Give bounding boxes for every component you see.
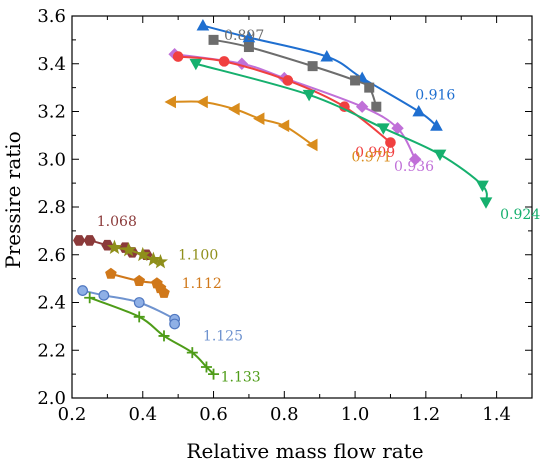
data-point	[158, 286, 170, 298]
data-point	[186, 347, 198, 359]
x-tick-label: 0.2	[58, 404, 87, 425]
data-point	[377, 123, 390, 135]
data-point	[164, 95, 176, 109]
y-tick-label: 2.4	[37, 293, 66, 314]
data-point	[121, 242, 137, 257]
series-label: 0.971	[352, 150, 392, 166]
data-point	[145, 251, 161, 266]
series-label: 1.125	[203, 329, 243, 345]
y-tick-label: 3.0	[37, 149, 66, 170]
plot-frame	[71, 15, 533, 399]
data-point	[412, 104, 426, 117]
data-point	[208, 368, 220, 380]
series-0-924	[189, 58, 493, 209]
data-point	[172, 51, 184, 62]
data-point	[208, 34, 219, 45]
data-point	[228, 102, 240, 116]
series-line	[195, 62, 488, 203]
series-0-897	[208, 34, 382, 112]
series-label: 1.100	[178, 248, 218, 264]
data-point	[385, 137, 396, 148]
data-point	[83, 235, 96, 246]
series-1-112	[105, 267, 170, 298]
x-tick-label: 1.4	[482, 404, 511, 425]
y-tick-label: 2.8	[37, 197, 66, 218]
x-tick-label: 1.2	[412, 404, 441, 425]
data-point	[350, 75, 361, 86]
series-label: 1.133	[221, 369, 261, 385]
data-point	[476, 180, 489, 193]
x-tick-label: 0.6	[199, 404, 228, 425]
series-label: 1.112	[182, 276, 222, 292]
data-point	[355, 100, 369, 113]
data-point	[196, 19, 210, 31]
series-1-125	[77, 285, 181, 330]
data-point	[133, 311, 145, 323]
data-point	[307, 61, 318, 72]
data-point	[84, 292, 96, 304]
y-tick-label: 2.0	[37, 388, 66, 409]
series-label: 1.068	[97, 214, 137, 230]
data-point	[189, 58, 203, 71]
data-point	[158, 330, 170, 342]
series-label: 0.916	[415, 88, 455, 104]
data-point	[242, 30, 256, 43]
data-point	[135, 246, 151, 262]
data-point	[196, 95, 208, 109]
y-tick-label: 2.6	[37, 245, 66, 266]
series-1-133	[84, 292, 220, 380]
data-point	[277, 119, 290, 133]
y-tick-label: 2.2	[37, 340, 66, 361]
data-point	[253, 112, 265, 126]
data-point	[364, 82, 375, 93]
axes: 0.2 0.4 0.6 0.8 1.0 1.2 1.4 2.0 2.2 2.4 2.6 2.8 3.0 3…	[37, 6, 533, 425]
series-line	[89, 296, 215, 375]
data-point	[243, 42, 254, 53]
data-point	[169, 318, 181, 330]
data-point	[218, 56, 230, 67]
series-0-971	[164, 95, 318, 152]
data-point	[282, 75, 294, 86]
data-point	[133, 297, 145, 308]
data-point	[106, 239, 123, 255]
data-point	[320, 50, 334, 62]
y-tick-label: 3.2	[37, 102, 66, 123]
x-axis-title: Relative mass flow rate	[186, 439, 423, 463]
data-point	[72, 235, 86, 246]
data-point	[479, 197, 493, 209]
x-tick-label: 0.8	[270, 404, 299, 425]
series-layer	[72, 19, 493, 380]
series-line	[171, 100, 314, 146]
y-axis-title: Pressire ratio	[1, 131, 25, 269]
data-point	[98, 289, 110, 301]
x-tick-label: 1.0	[341, 404, 370, 425]
data-point	[152, 253, 169, 269]
data-point	[430, 119, 443, 131]
y-tick-label: 3.6	[37, 6, 66, 27]
series-line	[213, 38, 378, 108]
data-point	[306, 138, 318, 152]
data-point	[200, 361, 212, 373]
data-point	[133, 274, 146, 286]
data-point	[409, 153, 422, 166]
data-point	[371, 101, 382, 112]
series-1-100	[106, 239, 169, 269]
data-point	[433, 149, 447, 162]
series-label: 0.909	[355, 145, 395, 161]
data-point	[302, 89, 316, 102]
series-label: 0.936	[394, 159, 434, 175]
series-line	[178, 55, 392, 144]
series-label: 0.924	[500, 207, 540, 223]
series-label: 0.897	[224, 28, 264, 44]
y-tick-label: 3.4	[37, 54, 66, 75]
data-point	[77, 285, 89, 296]
data-point	[105, 267, 117, 279]
x-tick-label: 0.4	[128, 404, 157, 425]
